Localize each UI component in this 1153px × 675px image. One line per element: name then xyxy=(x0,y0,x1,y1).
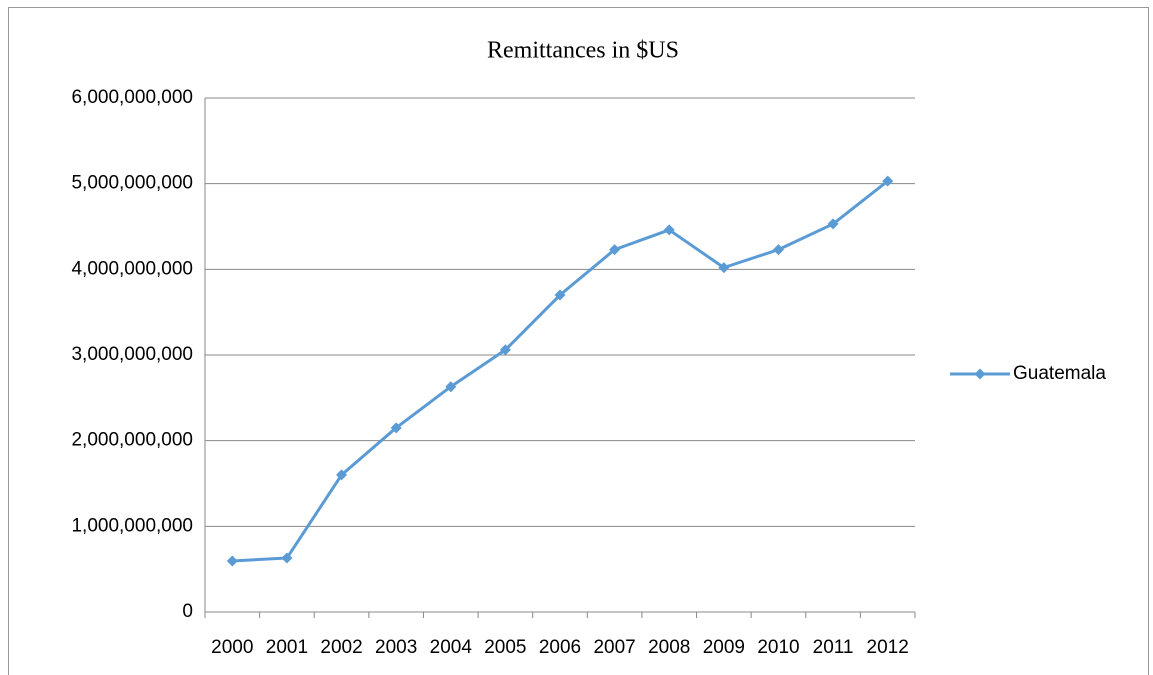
chart-frame xyxy=(8,7,1149,675)
x-tick-label: 2004 xyxy=(430,637,473,658)
data-point xyxy=(663,224,675,236)
data-point xyxy=(882,175,894,187)
data-point xyxy=(445,381,457,393)
data-point xyxy=(827,218,839,230)
x-tick-label: 2005 xyxy=(484,637,526,658)
x-tick-label: 2000 xyxy=(211,637,253,658)
y-tick-label: 5,000,000,000 xyxy=(71,173,193,194)
data-point xyxy=(554,289,566,301)
data-point xyxy=(336,469,348,481)
y-tick-label: 1,000,000,000 xyxy=(71,515,193,536)
y-tick-label: 0 xyxy=(182,601,193,622)
x-tick-label: 2010 xyxy=(757,637,799,658)
y-tick-label: 3,000,000,000 xyxy=(71,344,193,365)
data-point xyxy=(609,244,621,256)
data-point xyxy=(390,422,402,434)
x-tick-label: 2003 xyxy=(375,637,417,658)
data-point xyxy=(499,344,511,356)
data-point xyxy=(226,555,238,567)
data-point xyxy=(281,552,293,564)
x-tick-label: 2012 xyxy=(867,637,909,658)
data-point xyxy=(772,244,784,256)
legend-label: Guatemala xyxy=(1013,363,1106,384)
series-line xyxy=(232,179,889,563)
x-tick-label: 2006 xyxy=(539,637,581,658)
legend-marker xyxy=(974,368,986,380)
x-tick-label: 2007 xyxy=(593,637,635,658)
data-point xyxy=(718,262,730,274)
y-tick-label: 2,000,000,000 xyxy=(71,430,193,451)
x-tick-label: 2009 xyxy=(703,637,745,658)
x-tick-label: 2008 xyxy=(648,637,690,658)
chart-title: Remittances in $US xyxy=(487,38,679,64)
y-tick-label: 6,000,000,000 xyxy=(71,87,193,108)
y-tick-label: 4,000,000,000 xyxy=(71,258,193,279)
x-tick-label: 2002 xyxy=(320,637,362,658)
x-tick-label: 2001 xyxy=(266,637,308,658)
x-tick-label: 2011 xyxy=(813,637,854,658)
